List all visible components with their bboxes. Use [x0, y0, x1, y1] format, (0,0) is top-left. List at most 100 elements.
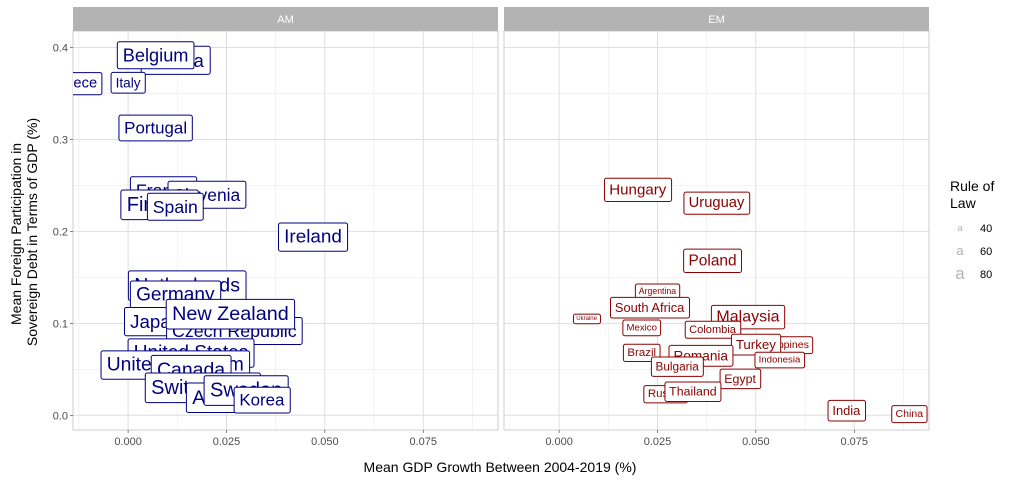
legend-key-label: 40 — [980, 223, 992, 235]
y-tick-label: 0.2 — [53, 226, 68, 238]
point-label: New Zealand — [165, 298, 296, 330]
point-label: Egypt — [719, 368, 762, 390]
x-tick-label: 0.075 — [409, 436, 437, 448]
x-tick-label: 0.075 — [840, 436, 868, 448]
point-label-box — [603, 177, 673, 203]
x-tick-label: 0.025 — [213, 436, 241, 448]
point-label-box — [719, 368, 762, 390]
point-label-text: Ireland — [284, 227, 342, 248]
point-label-text: Egypt — [724, 372, 756, 386]
x-tick-label: 0.000 — [545, 436, 573, 448]
panel-strip-label: EM — [708, 14, 725, 26]
point-label-box — [684, 320, 742, 339]
point-label-box — [891, 405, 928, 424]
point-label-text: New Zealand — [172, 303, 289, 325]
point-label: India — [827, 399, 867, 422]
point-label: Belgium — [116, 41, 195, 70]
point-label-box — [572, 313, 601, 325]
point-label-text: Indonesia — [759, 355, 801, 366]
point-label: Poland — [683, 248, 743, 273]
panel-border — [503, 30, 930, 431]
point-label: Korea — [233, 386, 291, 414]
point-label-text: Thailand — [669, 385, 717, 399]
point-label-text: Ukraine — [576, 316, 597, 322]
panel-strip — [504, 7, 929, 31]
point-label-text: India — [832, 403, 861, 418]
legend-key-glyph: a — [957, 223, 963, 234]
y-axis-title-line-1: Mean Foreign Participation in — [8, 143, 24, 325]
y-axis-title: Mean Foreign Participation in Sovereign … — [8, 118, 40, 346]
point-label-text: Turkey — [736, 337, 776, 352]
point-label-text: Korea — [239, 391, 285, 410]
panel-labels-EM: Hungary Uruguay Poland Argentina South Afric… — [572, 177, 928, 424]
point-label-text: Hungary — [609, 181, 666, 198]
point-labels: AustriaBelgiumGreeceItalyPortugalFranceS… — [49, 41, 928, 424]
point-label: China — [891, 405, 928, 424]
point-label: Mexico — [622, 319, 662, 337]
panel-labels-AM: AustriaBelgiumGreeceItalyPortugalFranceS… — [49, 41, 349, 414]
legend: Rule of Law a 40 a 60 a 80 — [950, 178, 994, 283]
point-label-box — [664, 381, 722, 402]
point-label-box — [610, 296, 691, 319]
point-label-text: Poland — [689, 252, 737, 269]
point-label-box — [278, 222, 349, 252]
point-label: Spain — [146, 192, 204, 221]
point-label-text: Spain — [153, 197, 198, 217]
point-label-box — [116, 41, 195, 70]
x-tick-label: 0.000 — [114, 436, 142, 448]
axes: 0.000 0.025 0.050 0.075 0.000 0.025 0.050 0.075… — [53, 43, 868, 448]
point-label-box — [165, 298, 296, 330]
point-label-box — [110, 71, 146, 94]
legend-title-line-2: Law — [950, 195, 977, 211]
point-label: Bulgaria — [650, 356, 704, 377]
x-tick-label: 0.025 — [644, 436, 672, 448]
x-tick-label: 0.050 — [742, 436, 770, 448]
panel-strip — [73, 7, 498, 31]
legend-key-label: 60 — [980, 246, 992, 258]
point-label-box — [827, 399, 867, 422]
point-label-text: South Africa — [615, 300, 685, 315]
point-label: Ukraine — [572, 313, 601, 325]
point-label-text: Colombia — [689, 324, 737, 336]
point-label: Greece — [49, 72, 103, 96]
point-label: Thailand — [664, 381, 722, 402]
point-label-text: Bulgaria — [655, 360, 699, 374]
point-label: Italy — [110, 71, 146, 94]
y-tick-label: 0.1 — [53, 318, 68, 330]
point-label: Hungary — [603, 177, 673, 203]
point-label-box — [683, 191, 751, 215]
point-label-box — [683, 248, 743, 273]
point-label: Argentina — [634, 283, 681, 299]
panel-strips: AM EM — [73, 7, 929, 31]
x-axis-title: Mean GDP Growth Between 2004-2019 (%) — [364, 459, 637, 475]
point-label-text: Uruguay — [689, 195, 745, 211]
point-label-text: Argentina — [639, 286, 676, 296]
point-label-text: Brazil — [627, 347, 656, 359]
point-label-box — [118, 114, 193, 142]
point-label-box — [754, 351, 806, 369]
legend-key-glyph: a — [955, 264, 965, 283]
point-label-text: Greece — [49, 76, 97, 92]
point-label-box — [73, 72, 103, 96]
point-label-box — [146, 192, 204, 221]
point-label-text: Italy — [116, 75, 141, 90]
point-label-box — [622, 319, 662, 337]
y-tick-label: 0.3 — [53, 134, 68, 146]
point-label: Ireland — [278, 222, 349, 252]
legend-key-label: 80 — [980, 269, 992, 281]
point-label: Brazil — [622, 343, 661, 362]
point-label-text: Portugal — [124, 118, 187, 137]
point-label-box — [650, 356, 704, 377]
point-label: Indonesia — [754, 351, 806, 369]
point-label-box — [233, 386, 291, 414]
legend-title-line-1: Rule of — [950, 178, 994, 194]
point-label-box — [622, 343, 661, 362]
legend-key-glyph: a — [956, 243, 964, 258]
point-label: South Africa — [610, 296, 691, 319]
point-label: Portugal — [118, 114, 193, 142]
point-label: Uruguay — [683, 191, 751, 215]
y-axis-title-line-2: Sovereign Debt in Terms of GDP (%) — [24, 118, 40, 346]
panel-strip-label: AM — [277, 14, 294, 26]
y-tick-label: 0.4 — [53, 43, 68, 55]
